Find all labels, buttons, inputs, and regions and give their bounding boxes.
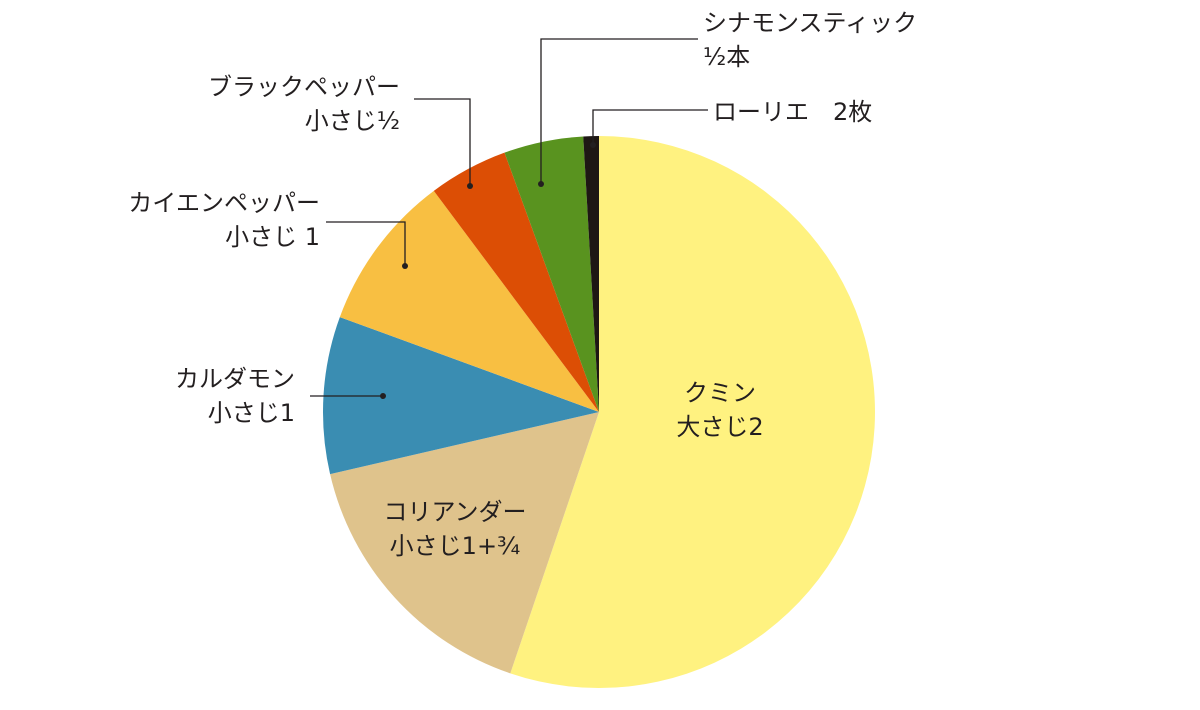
pie-slice-black-pepper — [433, 152, 599, 412]
label-black-pepper: ブラックペッパー 小さじ½ — [180, 70, 400, 138]
label-coriander: コリアンダー 小さじ1+¾ — [370, 495, 540, 563]
label-black-pepper-amount: 小さじ½ — [304, 107, 400, 135]
label-cayenne: カイエンペッパー 小さじ 1 — [90, 186, 320, 254]
label-bay-leaf-name: ローリエ 2枚 — [713, 98, 873, 126]
label-coriander-amount: 小さじ1+¾ — [389, 532, 521, 560]
leader-dot-black-pepper — [467, 183, 473, 189]
label-cumin-name: クミン — [684, 379, 756, 407]
label-black-pepper-name: ブラックペッパー — [208, 73, 400, 101]
pie-slice-bay-leaf — [583, 136, 599, 412]
leader-dot-cinnamon — [538, 181, 544, 187]
label-cinnamon: シナモンスティック ½本 — [703, 6, 963, 74]
label-cumin-amount: 大さじ2 — [676, 413, 764, 441]
pie-slice-cumin — [510, 136, 875, 688]
leader-line-cinnamon — [540, 38, 698, 184]
leader-dot-cardamom — [380, 393, 386, 399]
label-cardamom-amount: 小さじ1 — [207, 399, 295, 427]
label-cayenne-amount: 小さじ 1 — [225, 223, 320, 251]
leader-line-bay-leaf — [592, 109, 708, 145]
label-cardamom-name: カルダモン — [175, 365, 295, 393]
label-cumin: クミン 大さじ2 — [660, 376, 780, 444]
leader-line-black-pepper — [414, 98, 471, 186]
pie-slice-coriander — [330, 412, 599, 674]
leader-dot-cayenne — [402, 263, 408, 269]
pie-slice-cardamom — [323, 317, 599, 475]
label-cayenne-name: カイエンペッパー — [128, 189, 320, 217]
label-cinnamon-name: シナモンスティック — [703, 9, 918, 37]
label-cinnamon-amount: ½本 — [703, 43, 751, 71]
label-coriander-name: コリアンダー — [383, 498, 527, 526]
leader-dot-bay-leaf — [590, 142, 596, 148]
label-bay-leaf: ローリエ 2枚 — [713, 95, 973, 129]
leader-line-cayenne — [326, 221, 406, 266]
label-cardamom: カルダモン 小さじ1 — [130, 362, 295, 430]
pie-slice-cinnamon — [504, 136, 599, 412]
